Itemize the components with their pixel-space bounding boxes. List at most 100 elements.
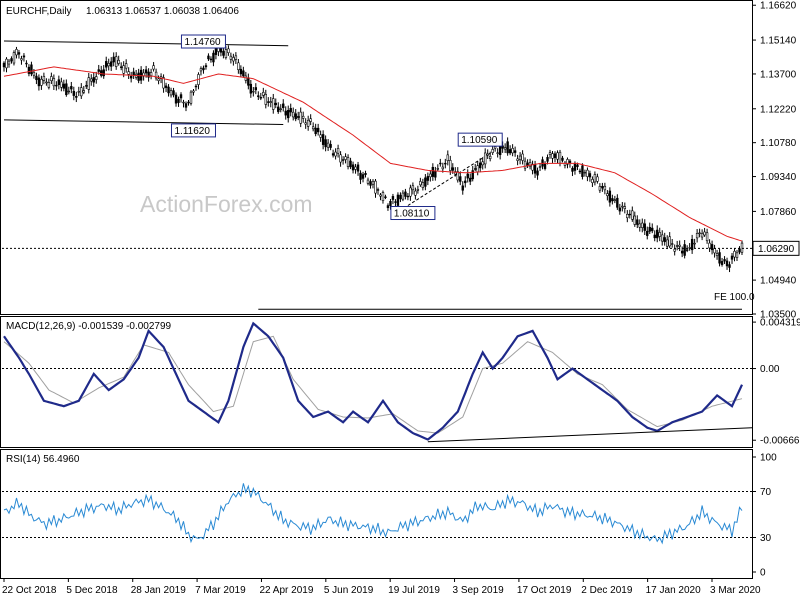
- candle-body: [7, 60, 11, 65]
- candle-body: [414, 190, 417, 196]
- price-candle: [207, 53, 210, 61]
- candle-body: [426, 176, 430, 181]
- date-tick-label: 19 Jul 2019: [388, 585, 440, 596]
- candle-body: [643, 223, 646, 231]
- price-candle: [179, 92, 183, 103]
- candle-body: [129, 75, 133, 79]
- price-candle: [429, 170, 432, 182]
- price-candle: [658, 227, 661, 242]
- price-candle: [464, 176, 467, 188]
- price-candle: [608, 187, 612, 207]
- price-candle: [254, 83, 258, 95]
- candle-body: [30, 64, 33, 75]
- price-candle: [27, 64, 31, 77]
- candle-body: [441, 166, 445, 170]
- price-candle: [80, 83, 83, 99]
- price-candle: [184, 101, 188, 112]
- annotation-box: [390, 206, 436, 221]
- price-candle: [653, 230, 656, 242]
- price-axis: 1.16620 1.15140 1.13700 1.12220 1.10780 1.093…: [752, 1, 797, 321]
- candle-body: [713, 248, 716, 254]
- candle-body: [551, 153, 554, 159]
- price-tick-label: 1.15140: [760, 36, 797, 47]
- price-candle: [77, 86, 80, 97]
- price-candle: [262, 87, 265, 99]
- price-candle: [663, 232, 666, 246]
- candle-body: [648, 226, 651, 232]
- candle-body: [656, 229, 659, 239]
- candle-body: [486, 153, 489, 156]
- candle-body: [611, 198, 614, 202]
- price-candle: [718, 248, 721, 267]
- price-candle: [344, 153, 347, 164]
- price-candle: [543, 161, 547, 171]
- candle-body: [329, 144, 332, 148]
- price-candle: [112, 52, 115, 67]
- candle-body: [316, 127, 320, 133]
- candle-body: [304, 122, 307, 125]
- price-candle: [299, 107, 302, 128]
- candle-body: [90, 78, 93, 82]
- candle-body: [162, 77, 165, 89]
- price-candle: [274, 98, 277, 109]
- rsi-series: [3, 483, 743, 545]
- price-candle: [272, 93, 275, 114]
- price-candle: [411, 182, 415, 195]
- candle-body: [294, 113, 297, 120]
- price-candle: [553, 151, 557, 163]
- price-candle: [351, 161, 355, 174]
- candle-body: [449, 160, 452, 171]
- price-candle: [82, 85, 85, 95]
- price-tick-label: 1.03500: [760, 310, 797, 321]
- price-candle: [474, 163, 477, 172]
- price-candle: [571, 166, 574, 177]
- price-candle: [10, 56, 13, 64]
- candle-body: [548, 152, 552, 155]
- date-tick-label: 7 Mar 2019: [195, 585, 246, 596]
- date-tick-label: 22 Oct 2018: [2, 585, 57, 596]
- price-candle: [703, 227, 706, 237]
- price-candle: [316, 123, 320, 136]
- rsi-panel-border: [0, 449, 753, 579]
- candle-body: [578, 170, 582, 173]
- price-candle: [172, 87, 175, 98]
- candle-body: [239, 68, 243, 75]
- candle-body: [77, 91, 80, 93]
- candle-body: [379, 194, 382, 197]
- price-candle: [628, 209, 632, 219]
- price-candle: [698, 228, 701, 238]
- candle-body: [172, 90, 175, 96]
- candle-body: [459, 176, 462, 182]
- price-candle: [17, 49, 21, 59]
- candle-body: [264, 94, 267, 105]
- price-candle: [581, 163, 584, 180]
- price-candle: [733, 248, 736, 262]
- candle-body: [678, 244, 681, 247]
- price-candle: [591, 176, 594, 188]
- candle-body: [207, 55, 210, 60]
- macd-trendline: [427, 427, 753, 443]
- candle-body: [5, 58, 8, 69]
- candle-body: [670, 243, 674, 245]
- candle-body: [202, 67, 205, 71]
- price-candle: [324, 135, 327, 152]
- candle-body: [464, 180, 467, 184]
- candle-body: [369, 181, 372, 186]
- price-candle: [483, 148, 487, 169]
- candle-body: [232, 57, 235, 62]
- candle-body: [581, 165, 584, 177]
- candle-body: [598, 186, 602, 191]
- candle-body: [439, 162, 442, 165]
- candle-body: [282, 103, 285, 108]
- candle-body: [349, 160, 352, 168]
- price-candle: [471, 165, 474, 182]
- candle-body: [65, 83, 68, 96]
- price-candle: [434, 166, 437, 181]
- price-candle: [548, 149, 552, 159]
- price-candle: [406, 193, 410, 201]
- price-candle: [7, 59, 11, 68]
- price-candle: [424, 174, 427, 191]
- candle-body: [404, 191, 407, 197]
- price-candle: [35, 72, 38, 85]
- price-candle: [518, 152, 522, 165]
